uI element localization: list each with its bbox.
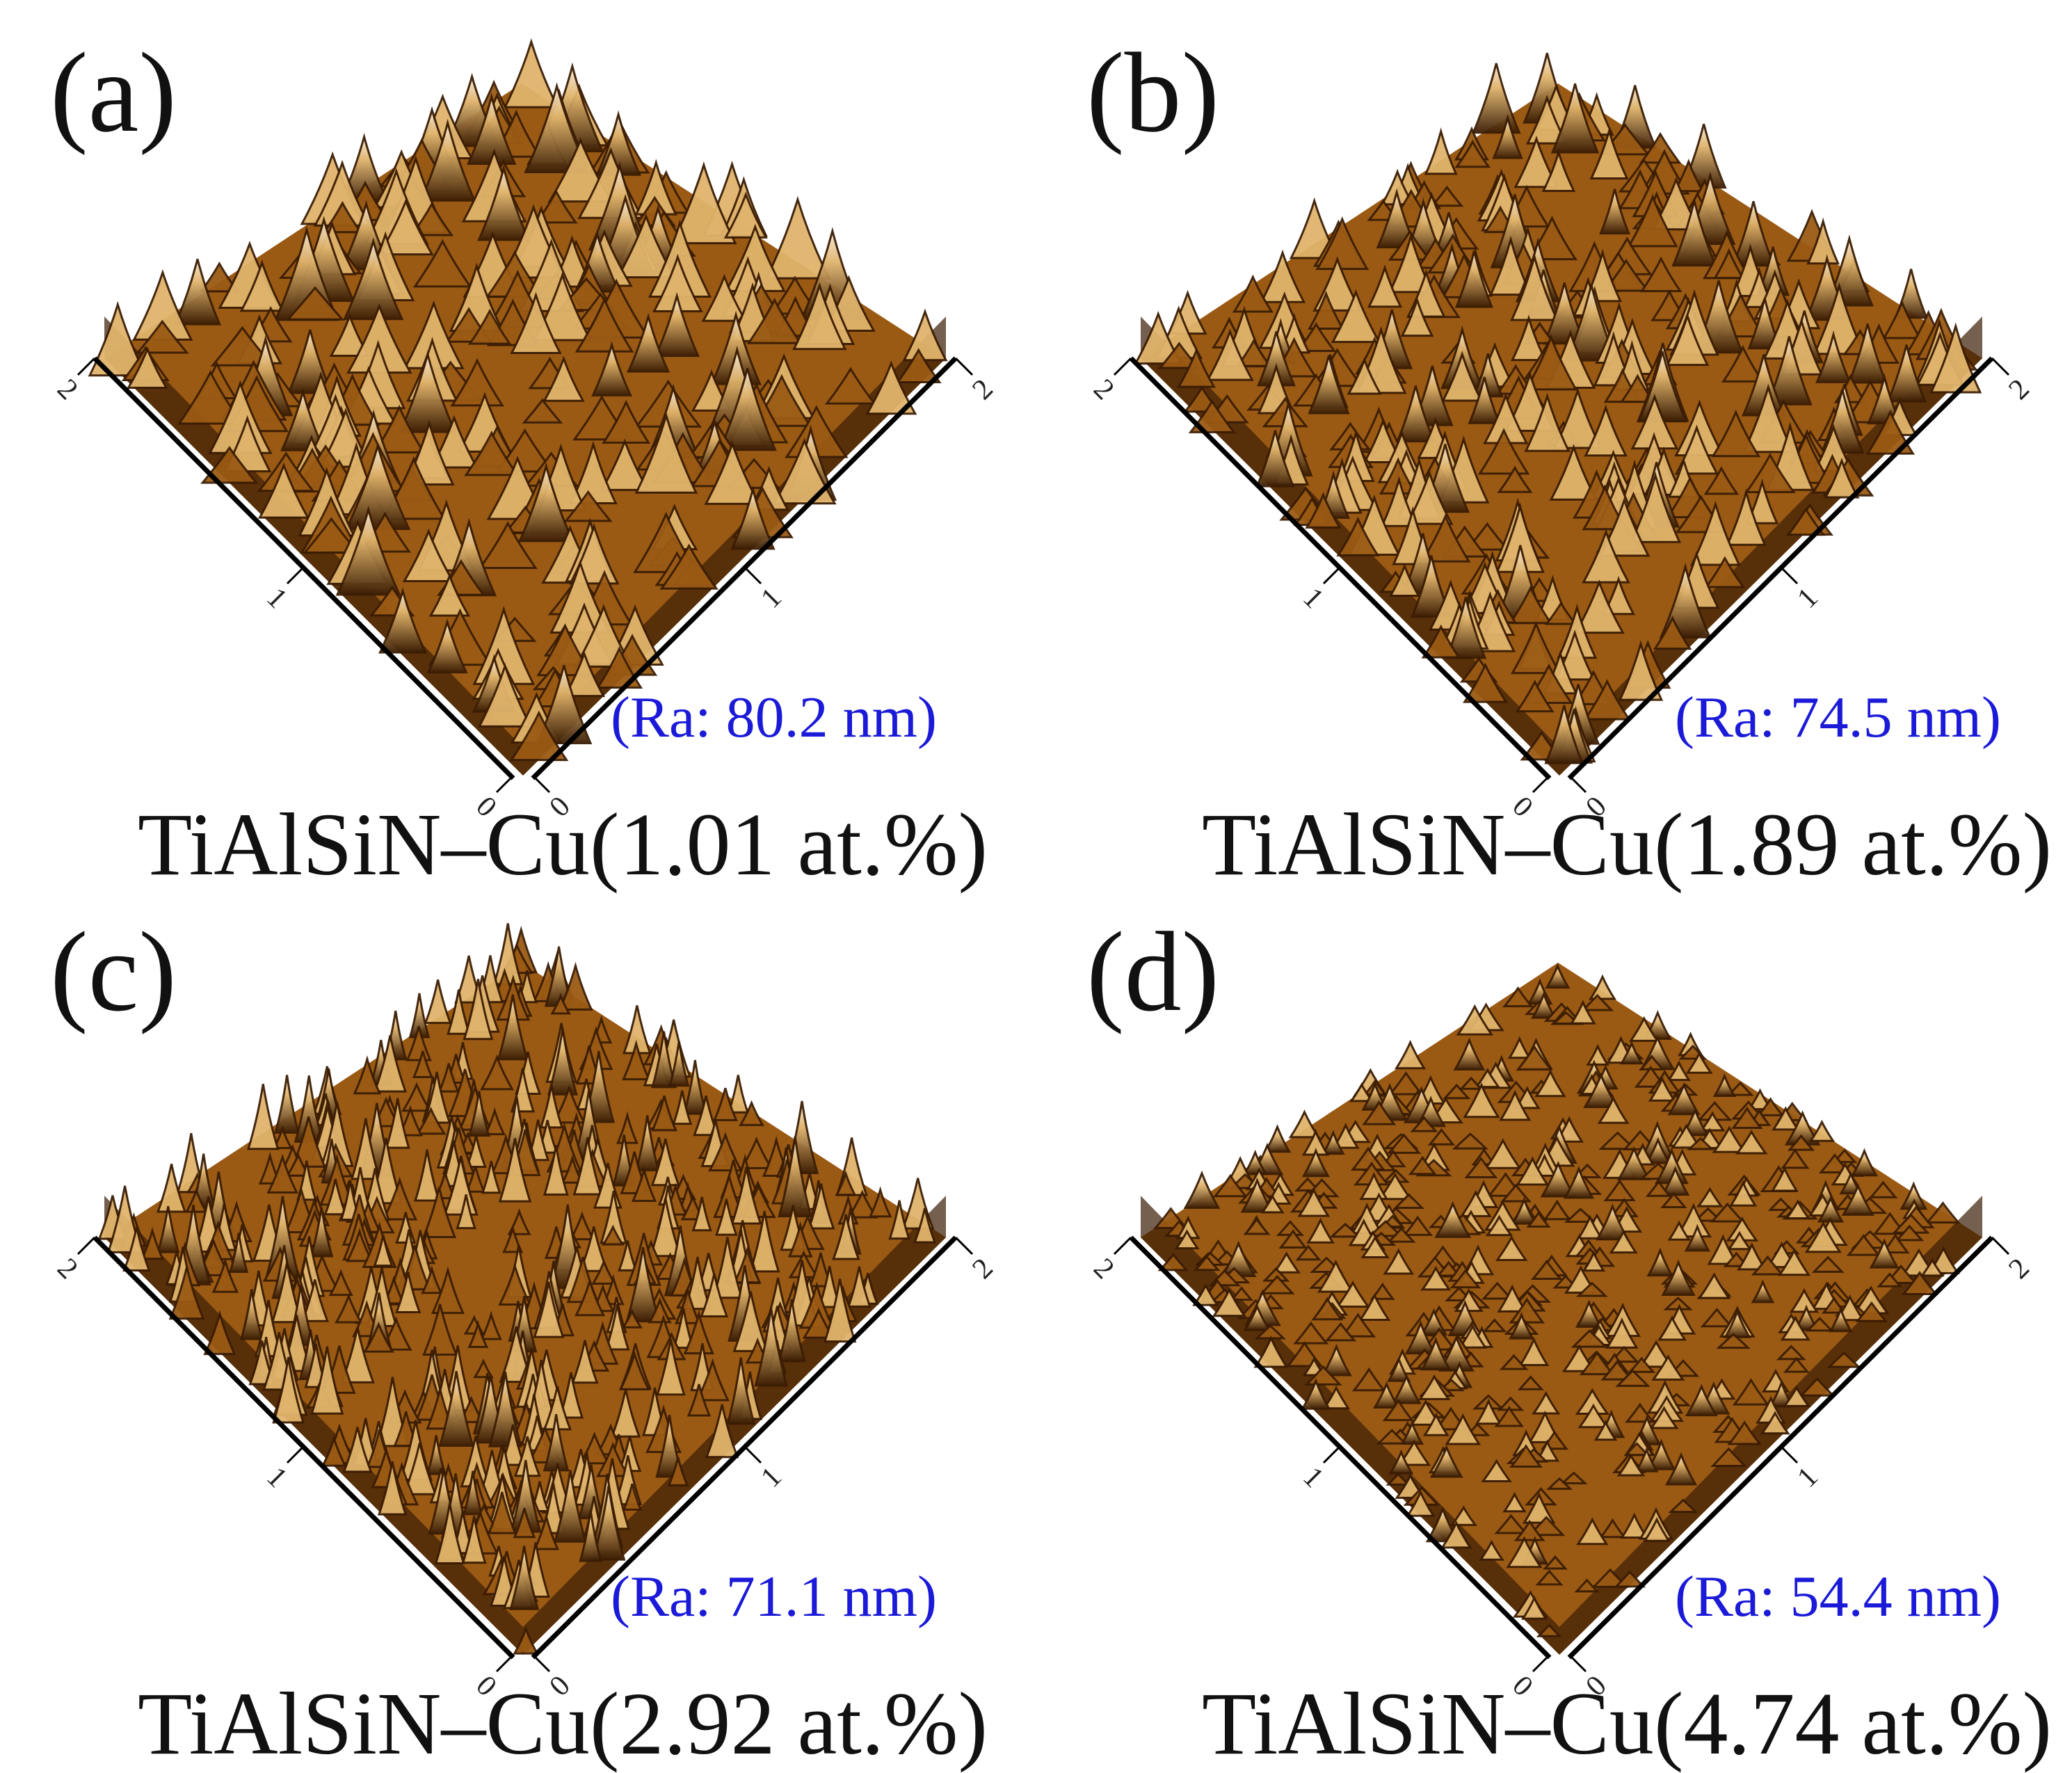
sample-caption: TiAlSiN–Cu(4.74 at.%) (1202, 1674, 2053, 1773)
sample-caption: TiAlSiN–Cu(2.92 at.%) (138, 1674, 988, 1773)
surface-texture (88, 38, 948, 776)
axis-tick-label: 2 (966, 373, 999, 406)
axis-tick-label: 1 (1791, 581, 1824, 614)
axis-tick-label: 1 (1791, 1461, 1824, 1493)
axis-tick-label: 1 (755, 1461, 787, 1493)
roughness-label: (Ra: 71.1 nm) (611, 1564, 937, 1629)
surface-texture (97, 923, 946, 1655)
roughness-label: (Ra: 80.2 nm) (611, 685, 937, 750)
panel-label: (c) (50, 909, 177, 1035)
axis-tick-label: 2 (1087, 1252, 1120, 1285)
panel-label: (a) (50, 30, 177, 156)
axis-tick-label: 1 (1296, 1461, 1329, 1493)
axis-tick-label: 1 (260, 581, 293, 614)
axis-tick-label: 2 (1087, 373, 1120, 406)
surface-texture (1134, 52, 1982, 776)
sample-caption: TiAlSiN–Cu(1.89 at.%) (1202, 795, 2053, 894)
roughness-label: (Ra: 54.4 nm) (1675, 1564, 2001, 1629)
panel-label: (b) (1086, 30, 1220, 156)
panel-label: (d) (1086, 909, 1220, 1035)
axis-tick-label: 1 (1296, 581, 1329, 614)
axis-tick-label: 2 (51, 1252, 83, 1285)
axis-tick-label: 2 (2002, 373, 2035, 406)
roughness-label: (Ra: 74.5 nm) (1675, 685, 2001, 750)
surface-texture (1141, 963, 1982, 1655)
sample-caption: TiAlSiN–Cu(1.01 at.%) (138, 795, 988, 894)
axis-tick-label: 2 (2002, 1252, 2035, 1285)
axis-tick-label: 1 (260, 1461, 293, 1493)
axis-tick-label: 1 (755, 581, 787, 614)
axis-tick-label: 2 (51, 373, 83, 406)
axis-tick-label: 2 (966, 1252, 999, 1285)
